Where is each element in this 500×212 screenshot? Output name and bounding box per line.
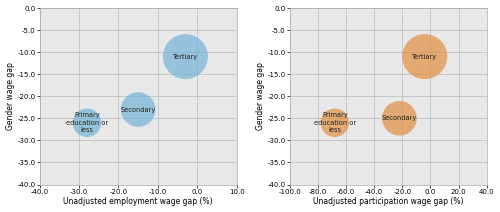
Y-axis label: Gender wage gap: Gender wage gap (6, 62, 15, 130)
X-axis label: Unadjusted participation wage gap (%): Unadjusted participation wage gap (%) (313, 197, 464, 206)
Point (331, 121, 339, 124)
Text: Tertiary: Tertiary (173, 54, 198, 60)
Point (134, 108, 142, 111)
X-axis label: Unadjusted employment wage gap (%): Unadjusted employment wage gap (%) (64, 197, 213, 206)
Point (396, 117, 404, 120)
Text: Primary
education or
less: Primary education or less (314, 112, 356, 133)
Point (421, 55, 429, 58)
Point (83, 121, 91, 124)
Point (182, 55, 190, 58)
Text: Primary
education or
less: Primary education or less (66, 112, 108, 133)
Text: Secondary: Secondary (120, 106, 156, 113)
Text: Tertiary: Tertiary (412, 54, 438, 60)
Y-axis label: Gender wage gap: Gender wage gap (256, 62, 264, 130)
Text: Secondary: Secondary (382, 115, 417, 121)
